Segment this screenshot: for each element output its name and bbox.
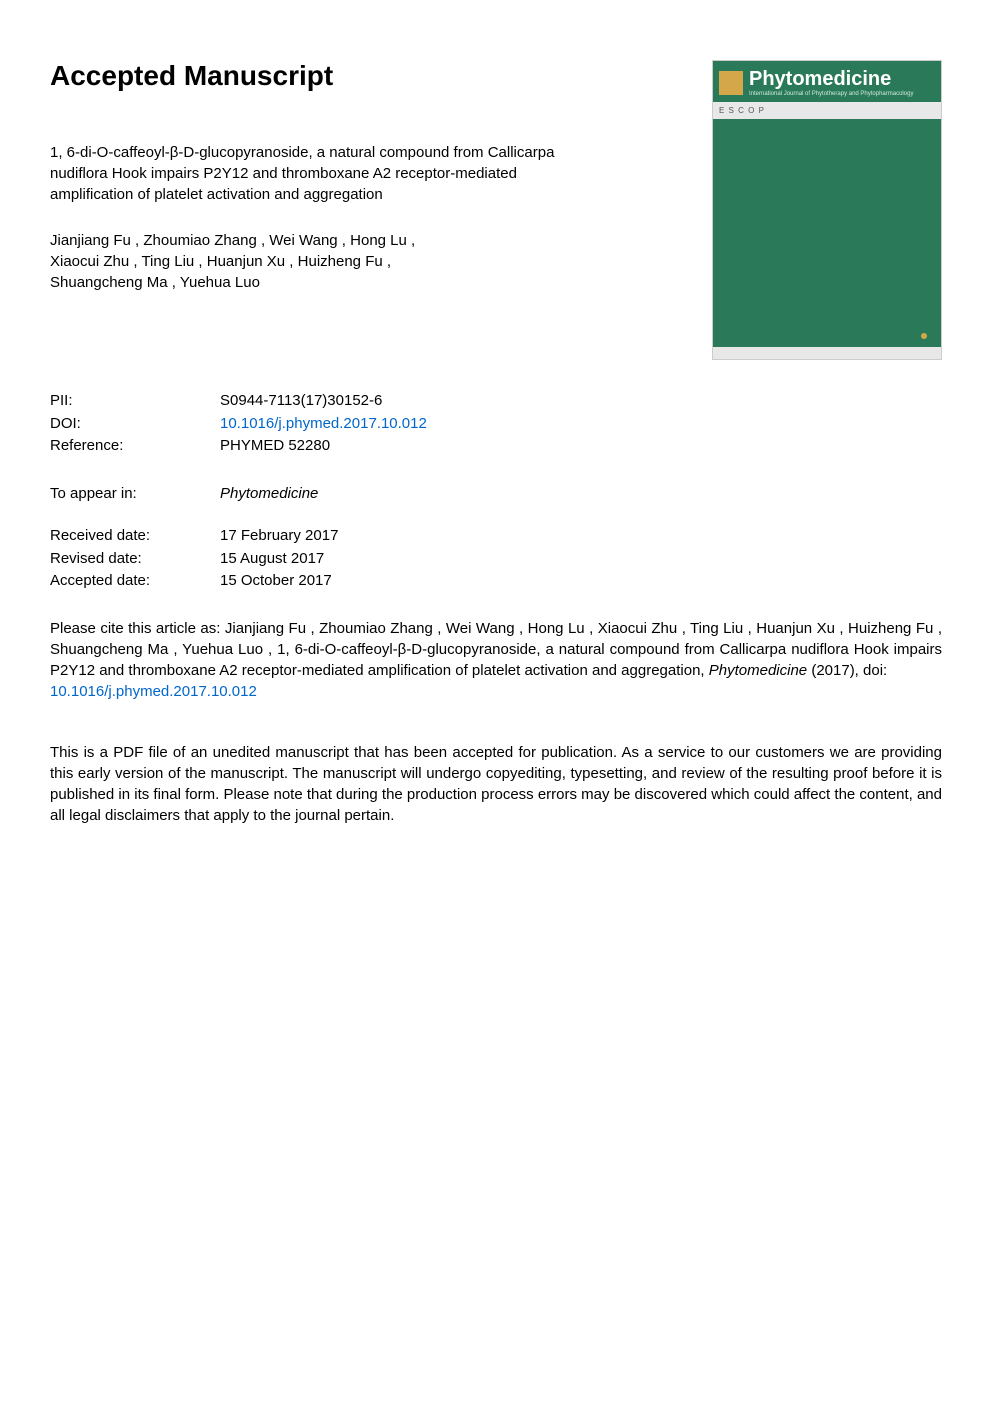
cover-body	[713, 119, 941, 347]
cover-accent-dot-icon	[921, 333, 927, 339]
appear-in-label: To appear in:	[50, 483, 220, 506]
revised-date-label: Revised date:	[50, 548, 220, 571]
citation-doi-link[interactable]: 10.1016/j.phymed.2017.10.012	[50, 683, 257, 700]
pii-value: S0944-7113(17)30152-6	[220, 390, 942, 413]
revised-date-value: 15 August 2017	[220, 548, 942, 571]
left-content: Accepted Manuscript 1, 6-di-O-caffeoyl-β…	[50, 60, 712, 318]
identifiers-block: PII: S0944-7113(17)30152-6 DOI: 10.1016/…	[50, 390, 942, 458]
accepted-date-value: 15 October 2017	[220, 570, 942, 593]
cover-title-block: Phytomedicine International Journal of P…	[749, 69, 935, 98]
appear-in-block: To appear in: Phytomedicine	[50, 483, 942, 506]
doi-link[interactable]: 10.1016/j.phymed.2017.10.012	[220, 413, 942, 436]
cover-escop-label: E S C O P	[713, 102, 941, 119]
accepted-manuscript-heading: Accepted Manuscript	[50, 60, 672, 92]
received-date-label: Received date:	[50, 525, 220, 548]
authors-line-1: Jianjiang Fu , Zhoumiao Zhang , Wei Wang…	[50, 230, 672, 251]
accepted-date-label: Accepted date:	[50, 570, 220, 593]
reference-row: Reference: PHYMED 52280	[50, 435, 942, 458]
citation-journal: Phytomedicine	[709, 662, 807, 679]
reference-label: Reference:	[50, 435, 220, 458]
citation-block: Please cite this article as: Jianjiang F…	[50, 618, 942, 702]
pii-label: PII:	[50, 390, 220, 413]
authors-block: Jianjiang Fu , Zhoumiao Zhang , Wei Wang…	[50, 230, 672, 293]
reference-value: PHYMED 52280	[220, 435, 942, 458]
authors-line-3: Shuangcheng Ma , Yuehua Luo	[50, 272, 672, 293]
received-date-value: 17 February 2017	[220, 525, 942, 548]
citation-year-doi: (2017), doi:	[807, 662, 887, 679]
appear-in-value: Phytomedicine	[220, 483, 942, 506]
cover-journal-title: Phytomedicine	[749, 69, 935, 89]
doi-label: DOI:	[50, 413, 220, 436]
received-date-row: Received date: 17 February 2017	[50, 525, 942, 548]
dates-block: Received date: 17 February 2017 Revised …	[50, 525, 942, 593]
disclaimer-block: This is a PDF file of an unedited manusc…	[50, 742, 942, 826]
pii-row: PII: S0944-7113(17)30152-6	[50, 390, 942, 413]
article-title: 1, 6-di-O-caffeoyl-β-D-glucopyranoside, …	[50, 142, 590, 205]
doi-row: DOI: 10.1016/j.phymed.2017.10.012	[50, 413, 942, 436]
cover-journal-subtitle: International Journal of Phytotherapy an…	[749, 91, 935, 98]
publisher-logo-icon	[719, 71, 743, 95]
authors-line-2: Xiaocui Zhu , Ting Liu , Huanjun Xu , Hu…	[50, 251, 672, 272]
journal-cover-thumbnail: Phytomedicine International Journal of P…	[712, 60, 942, 360]
cover-header: Phytomedicine International Journal of P…	[713, 61, 941, 102]
accepted-date-row: Accepted date: 15 October 2017	[50, 570, 942, 593]
appear-in-row: To appear in: Phytomedicine	[50, 483, 942, 506]
header-section: Accepted Manuscript 1, 6-di-O-caffeoyl-β…	[50, 60, 942, 360]
revised-date-row: Revised date: 15 August 2017	[50, 548, 942, 571]
